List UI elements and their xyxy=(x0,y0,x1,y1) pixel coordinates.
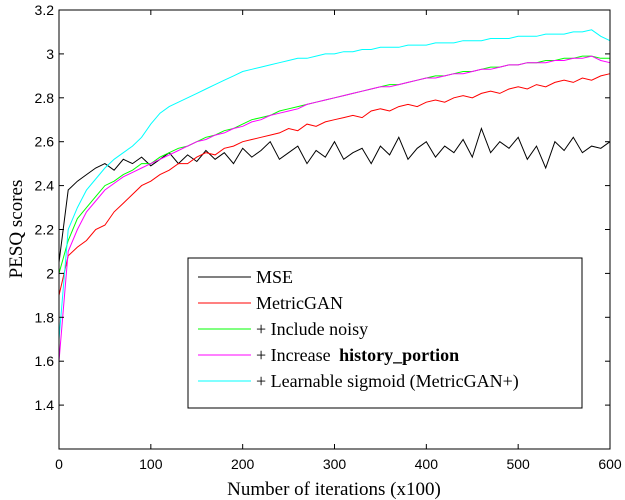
y-tick-label: 1.4 xyxy=(35,397,55,413)
y-tick-label: 1.6 xyxy=(35,353,55,369)
series-line-3 xyxy=(58,55,611,362)
legend-label-text: + Include noisy xyxy=(256,319,368,339)
legend-label-bold: history_portion xyxy=(339,345,459,365)
legend-label-text: + Learnable sigmoid (MetricGAN+) xyxy=(256,371,519,392)
legend-label-text: MSE xyxy=(256,267,293,287)
series-lines xyxy=(58,29,611,362)
legend-label: MSE xyxy=(256,267,293,287)
series-line-0 xyxy=(58,126,611,263)
x-tick-label: 100 xyxy=(139,456,163,472)
x-axis-label: Number of iterations (x100) xyxy=(227,479,441,500)
x-tick-label: 400 xyxy=(415,456,439,472)
legend-label: MetricGAN xyxy=(256,293,343,313)
legend-label-text: MetricGAN xyxy=(256,293,343,313)
legend-label: + Increase history_portion xyxy=(256,345,459,365)
y-tick-label: 2.4 xyxy=(35,178,55,194)
legend-label: + Include noisy xyxy=(256,319,368,339)
x-tick-label: 0 xyxy=(55,456,63,472)
y-tick-label: 2.2 xyxy=(35,222,55,238)
x-tick-label: 600 xyxy=(598,456,622,472)
y-tick-label: 2.8 xyxy=(35,90,55,106)
x-tick-label: 500 xyxy=(506,456,530,472)
legend-label-text: + Increase xyxy=(256,345,335,365)
series-line-1 xyxy=(58,73,611,296)
legend-box xyxy=(187,257,583,409)
axis-ticks: 0 100 200 300 400 500 600 1.4 1.6 1.8 2 2.2 2.4 2.6 2.… xyxy=(35,2,622,472)
x-tick-label: 300 xyxy=(323,456,347,472)
series-line-4 xyxy=(58,29,611,340)
y-tick-label: 2.6 xyxy=(35,134,55,150)
legend: MSE MetricGAN + Include noisy + Increase hi… xyxy=(187,257,583,409)
legend-label: + Learnable sigmoid (MetricGAN+) xyxy=(256,371,519,392)
x-tick-label: 200 xyxy=(231,456,255,472)
y-tick-label: 3.2 xyxy=(35,2,55,18)
y-tick-label: 3 xyxy=(46,46,54,62)
y-tick-label: 1.8 xyxy=(35,309,55,325)
y-axis-label: PESQ scores xyxy=(6,180,27,279)
y-tick-label: 2 xyxy=(46,265,54,281)
